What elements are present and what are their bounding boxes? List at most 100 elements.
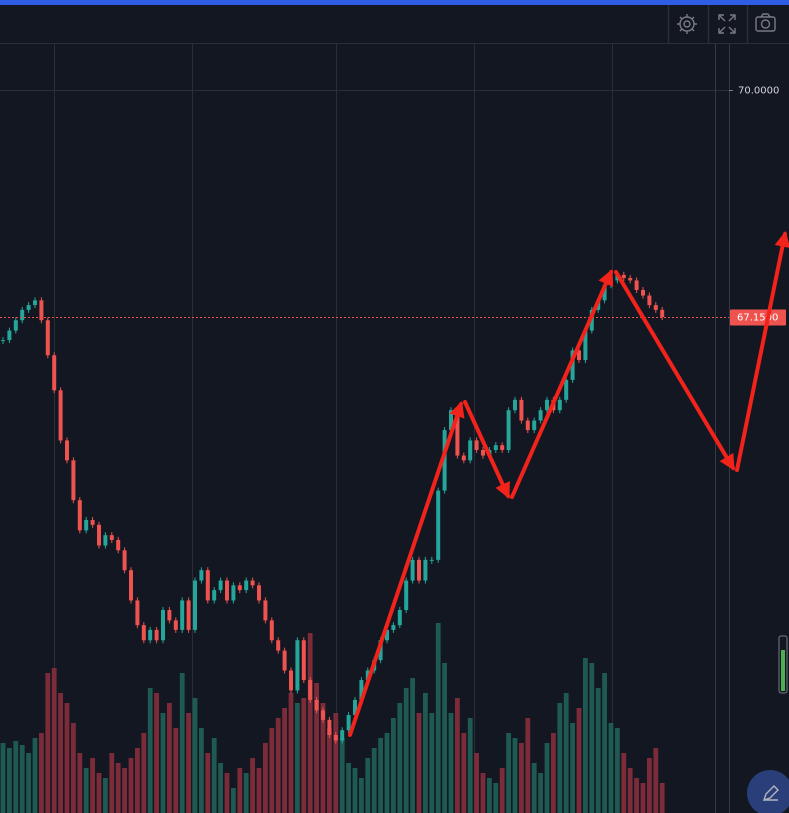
volume-bar [218,763,223,813]
candle-body [429,559,434,561]
volume-bar [154,693,159,813]
volume-bar [282,708,287,813]
candle-body [250,580,255,586]
candle-body [65,440,69,461]
volume-bar [83,768,89,813]
volume-bar [423,693,428,813]
volume-bar [32,738,38,813]
candle-body [449,410,453,431]
volume-bar [538,773,543,813]
volume-bar [173,728,179,813]
candle-body [410,559,415,581]
candle-body [378,640,383,661]
volume-bar [103,778,108,813]
volume-bar [499,768,505,813]
candle-body [609,280,613,286]
candle-body [583,330,588,361]
candle-body [90,520,95,525]
volume-bar [525,718,531,813]
volume-bar [531,763,537,813]
edit-button[interactable] [747,770,789,813]
volume-bar [563,693,569,813]
candle-body [231,585,236,601]
volume-bar [237,768,243,813]
candle-body [244,580,249,591]
volume-bar [576,708,582,813]
volume-bar [519,743,524,813]
volume-bar [160,713,166,813]
volume-bar [301,698,307,813]
candle-body [135,600,140,626]
volume-bar [19,745,25,813]
volume-bar [45,673,51,813]
volume-layer [0,623,665,813]
candle-body [205,570,210,601]
volume-bar [544,743,550,813]
volume-bar [250,758,255,813]
volume-bar [627,768,633,813]
candle-body [180,600,185,630]
volume-bar [371,748,377,813]
volume-bar [128,758,134,813]
volume-bar [77,753,83,813]
scroll-indicator[interactable] [778,635,788,694]
candle-body [513,399,517,411]
candle-body [442,430,447,491]
candle-body [71,460,76,501]
volume-bar [506,733,511,813]
candle-body [20,309,25,321]
volume-bar [512,738,518,813]
candle-body [154,629,159,641]
volume-bar [391,718,396,813]
volume-bar [333,713,339,813]
volume-bar [96,773,102,813]
volume-bar [288,693,294,813]
fullscreen-button[interactable] [718,14,736,34]
volume-bar [583,658,588,813]
candle-body [404,580,409,611]
volume-bar [455,698,460,813]
candle-body [327,719,332,735]
candle-body [84,520,89,531]
volume-bar [615,728,620,813]
volume-bar [429,713,435,813]
candle-body [340,730,345,741]
candle-body [423,559,428,581]
volume-bar [474,753,479,813]
volume-bar [327,728,332,813]
screenshot-button[interactable] [755,13,776,32]
scroll-thumb [781,650,785,691]
grid [0,44,729,813]
candle-body [186,600,191,630]
toolbar [667,5,776,43]
candle-body [481,449,485,456]
volume-bar [205,753,211,813]
volume-bar [199,728,204,813]
candle-body [122,550,127,571]
last-price-label: 67.1500 [737,313,778,324]
candle-body [58,390,63,441]
candle-body [97,524,101,546]
candle-body [7,330,12,341]
volume-bar [71,723,76,813]
candle-body [276,640,281,651]
candle-body [129,570,133,601]
candle-body [45,320,50,356]
volume-bar [557,703,563,813]
candle-body [634,280,639,290]
candle-body [295,640,300,691]
settings-button[interactable] [677,14,697,34]
volume-bar [659,783,665,813]
volume-bar [442,663,447,813]
candle-body [385,629,389,641]
candle-body [506,410,511,450]
candle-body [301,640,306,681]
candle-body [269,620,274,641]
candle-body [538,410,543,421]
volume-bar [269,728,275,813]
candle-body [199,570,204,581]
y-tick-label: 70.0000 [738,86,779,97]
volume-bar [141,733,147,813]
